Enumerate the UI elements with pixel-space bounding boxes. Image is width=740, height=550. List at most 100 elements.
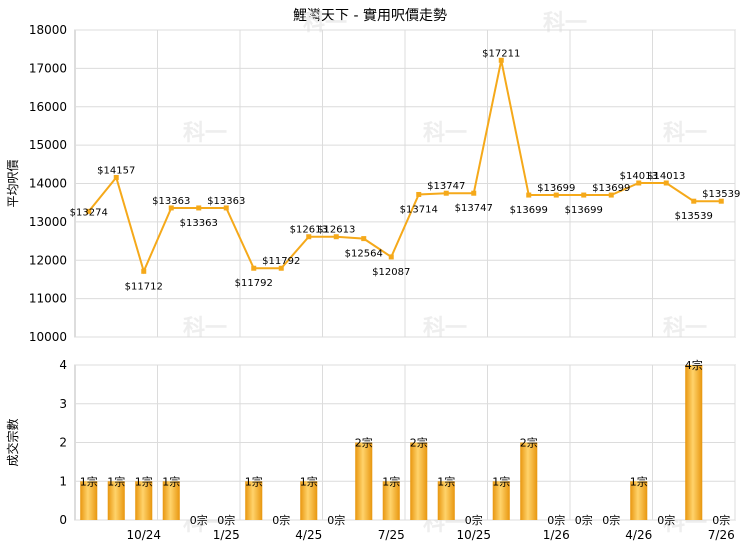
price-data-label: $12087 [372, 267, 410, 278]
volume-bar [245, 481, 263, 520]
volume-bar [80, 481, 98, 520]
volume-data-label: 2宗 [355, 436, 373, 450]
volume-data-label: 1宗 [245, 474, 263, 488]
volume-data-label: 0宗 [657, 513, 675, 527]
price-data-label: $14013 [620, 171, 658, 182]
price-data-label: $12613 [290, 225, 328, 236]
chart-title: 鯉灣天下 - 實用呎價走勢 [293, 7, 447, 24]
price-y-tick-label: 11000 [29, 292, 67, 306]
price-point [718, 198, 724, 204]
volume-y-tick-label: 3 [59, 397, 67, 411]
price-data-label: $13363 [152, 196, 190, 207]
price-y-tick-label: 12000 [29, 253, 67, 267]
price-point [636, 180, 642, 186]
volume-data-label: 1宗 [630, 474, 648, 488]
price-point [333, 234, 339, 240]
volume-y-tick-label: 0 [59, 513, 67, 527]
price-data-label: $13747 [427, 181, 465, 192]
price-line [87, 60, 722, 275]
x-tick-label: 10/25 [456, 528, 491, 542]
volume-y-tick-label: 1 [59, 474, 67, 488]
volume-data-label: 2宗 [520, 436, 538, 450]
price-data-label: $17211 [482, 48, 520, 59]
price-point [663, 180, 669, 186]
volume-bar [437, 481, 455, 520]
volume-data-label: 0宗 [327, 513, 345, 527]
watermark: 科一 [423, 121, 467, 146]
watermark: 科一 [183, 121, 227, 146]
volume-data-label: 0宗 [190, 513, 208, 527]
volume-bar [630, 481, 648, 520]
price-data-label: $13539 [675, 211, 713, 222]
volume-y-tick-label: 2 [59, 436, 67, 450]
price-point [526, 192, 532, 198]
price-point [416, 191, 422, 197]
price-point [498, 57, 504, 63]
x-tick-label: 4/25 [295, 528, 322, 542]
volume-data-label: 0宗 [575, 513, 593, 527]
volume-data-label: 0宗 [602, 513, 620, 527]
watermark: 科一 [663, 121, 707, 146]
volume-bar [300, 481, 318, 520]
price-data-label: $13699 [537, 183, 575, 194]
volume-data-label: 4宗 [685, 358, 703, 372]
price-point [608, 192, 614, 198]
price-point [278, 265, 284, 271]
price-panel: 科一科一科一科一科一科一科一科一科一科一科一科一科一10000110001200… [6, 11, 740, 536]
price-y-tick-label: 16000 [29, 100, 67, 114]
volume-data-label: 2宗 [410, 436, 428, 450]
volume-data-label: 1宗 [107, 474, 125, 488]
volume-y-axis-title: 成交宗數 [5, 418, 20, 466]
volume-data-label: 1宗 [135, 474, 153, 488]
price-point [113, 174, 119, 180]
watermark: 科一 [303, 11, 347, 36]
volume-data-label: 0宗 [712, 513, 730, 527]
volume-bar [685, 365, 703, 520]
price-point [443, 190, 449, 196]
volume-panel: 0 1 2 3 4 10/24 1/25 4/25 7/25 10/25 1/26 4/26 7/26 1… [5, 358, 736, 542]
price-data-label: $13747 [455, 203, 493, 214]
price-y-tick-label: 13000 [29, 215, 67, 229]
price-y-tick-label: 10000 [29, 330, 67, 344]
price-data-label: $14013 [647, 171, 685, 182]
price-point [388, 254, 394, 260]
volume-data-label: 0宗 [547, 513, 565, 527]
price-data-label: $13274 [70, 207, 108, 218]
price-point [168, 205, 174, 211]
price-data-label: $12613 [317, 225, 355, 236]
volume-bar [382, 481, 400, 520]
price-data-label: $12564 [345, 249, 383, 260]
price-data-label: $11792 [235, 278, 273, 289]
price-point [141, 268, 147, 274]
price-y-tick-label: 15000 [29, 138, 67, 152]
price-point [581, 192, 587, 198]
volume-bar [107, 481, 125, 520]
x-tick-label: 1/25 [213, 528, 240, 542]
price-data-label: $13699 [592, 183, 630, 194]
price-data-label: $11712 [125, 281, 163, 292]
price-data-label: $13699 [565, 205, 603, 216]
volume-bar [355, 442, 373, 520]
volume-bar [135, 481, 153, 520]
price-point [251, 265, 257, 271]
price-y-axis-title: 平均呎價 [6, 159, 20, 207]
watermark: 科一 [543, 11, 587, 36]
price-data-label: $13363 [207, 196, 245, 207]
price-y-tick-label: 17000 [29, 61, 67, 75]
x-tick-label: 4/26 [625, 528, 652, 542]
price-data-label: $13699 [510, 205, 548, 216]
volume-data-label: 0宗 [272, 513, 290, 527]
price-y-tick-label: 14000 [29, 177, 67, 191]
x-tick-label: 10/24 [126, 528, 161, 542]
volume-data-label: 1宗 [300, 474, 318, 488]
price-point [306, 234, 312, 240]
price-point [196, 205, 202, 211]
price-data-label: $13539 [702, 189, 740, 200]
price-data-label: $13363 [180, 218, 218, 229]
price-point [86, 208, 92, 214]
volume-data-label: 1宗 [437, 474, 455, 488]
volume-data-label: 1宗 [382, 474, 400, 488]
price-data-label: $11792 [262, 256, 300, 267]
